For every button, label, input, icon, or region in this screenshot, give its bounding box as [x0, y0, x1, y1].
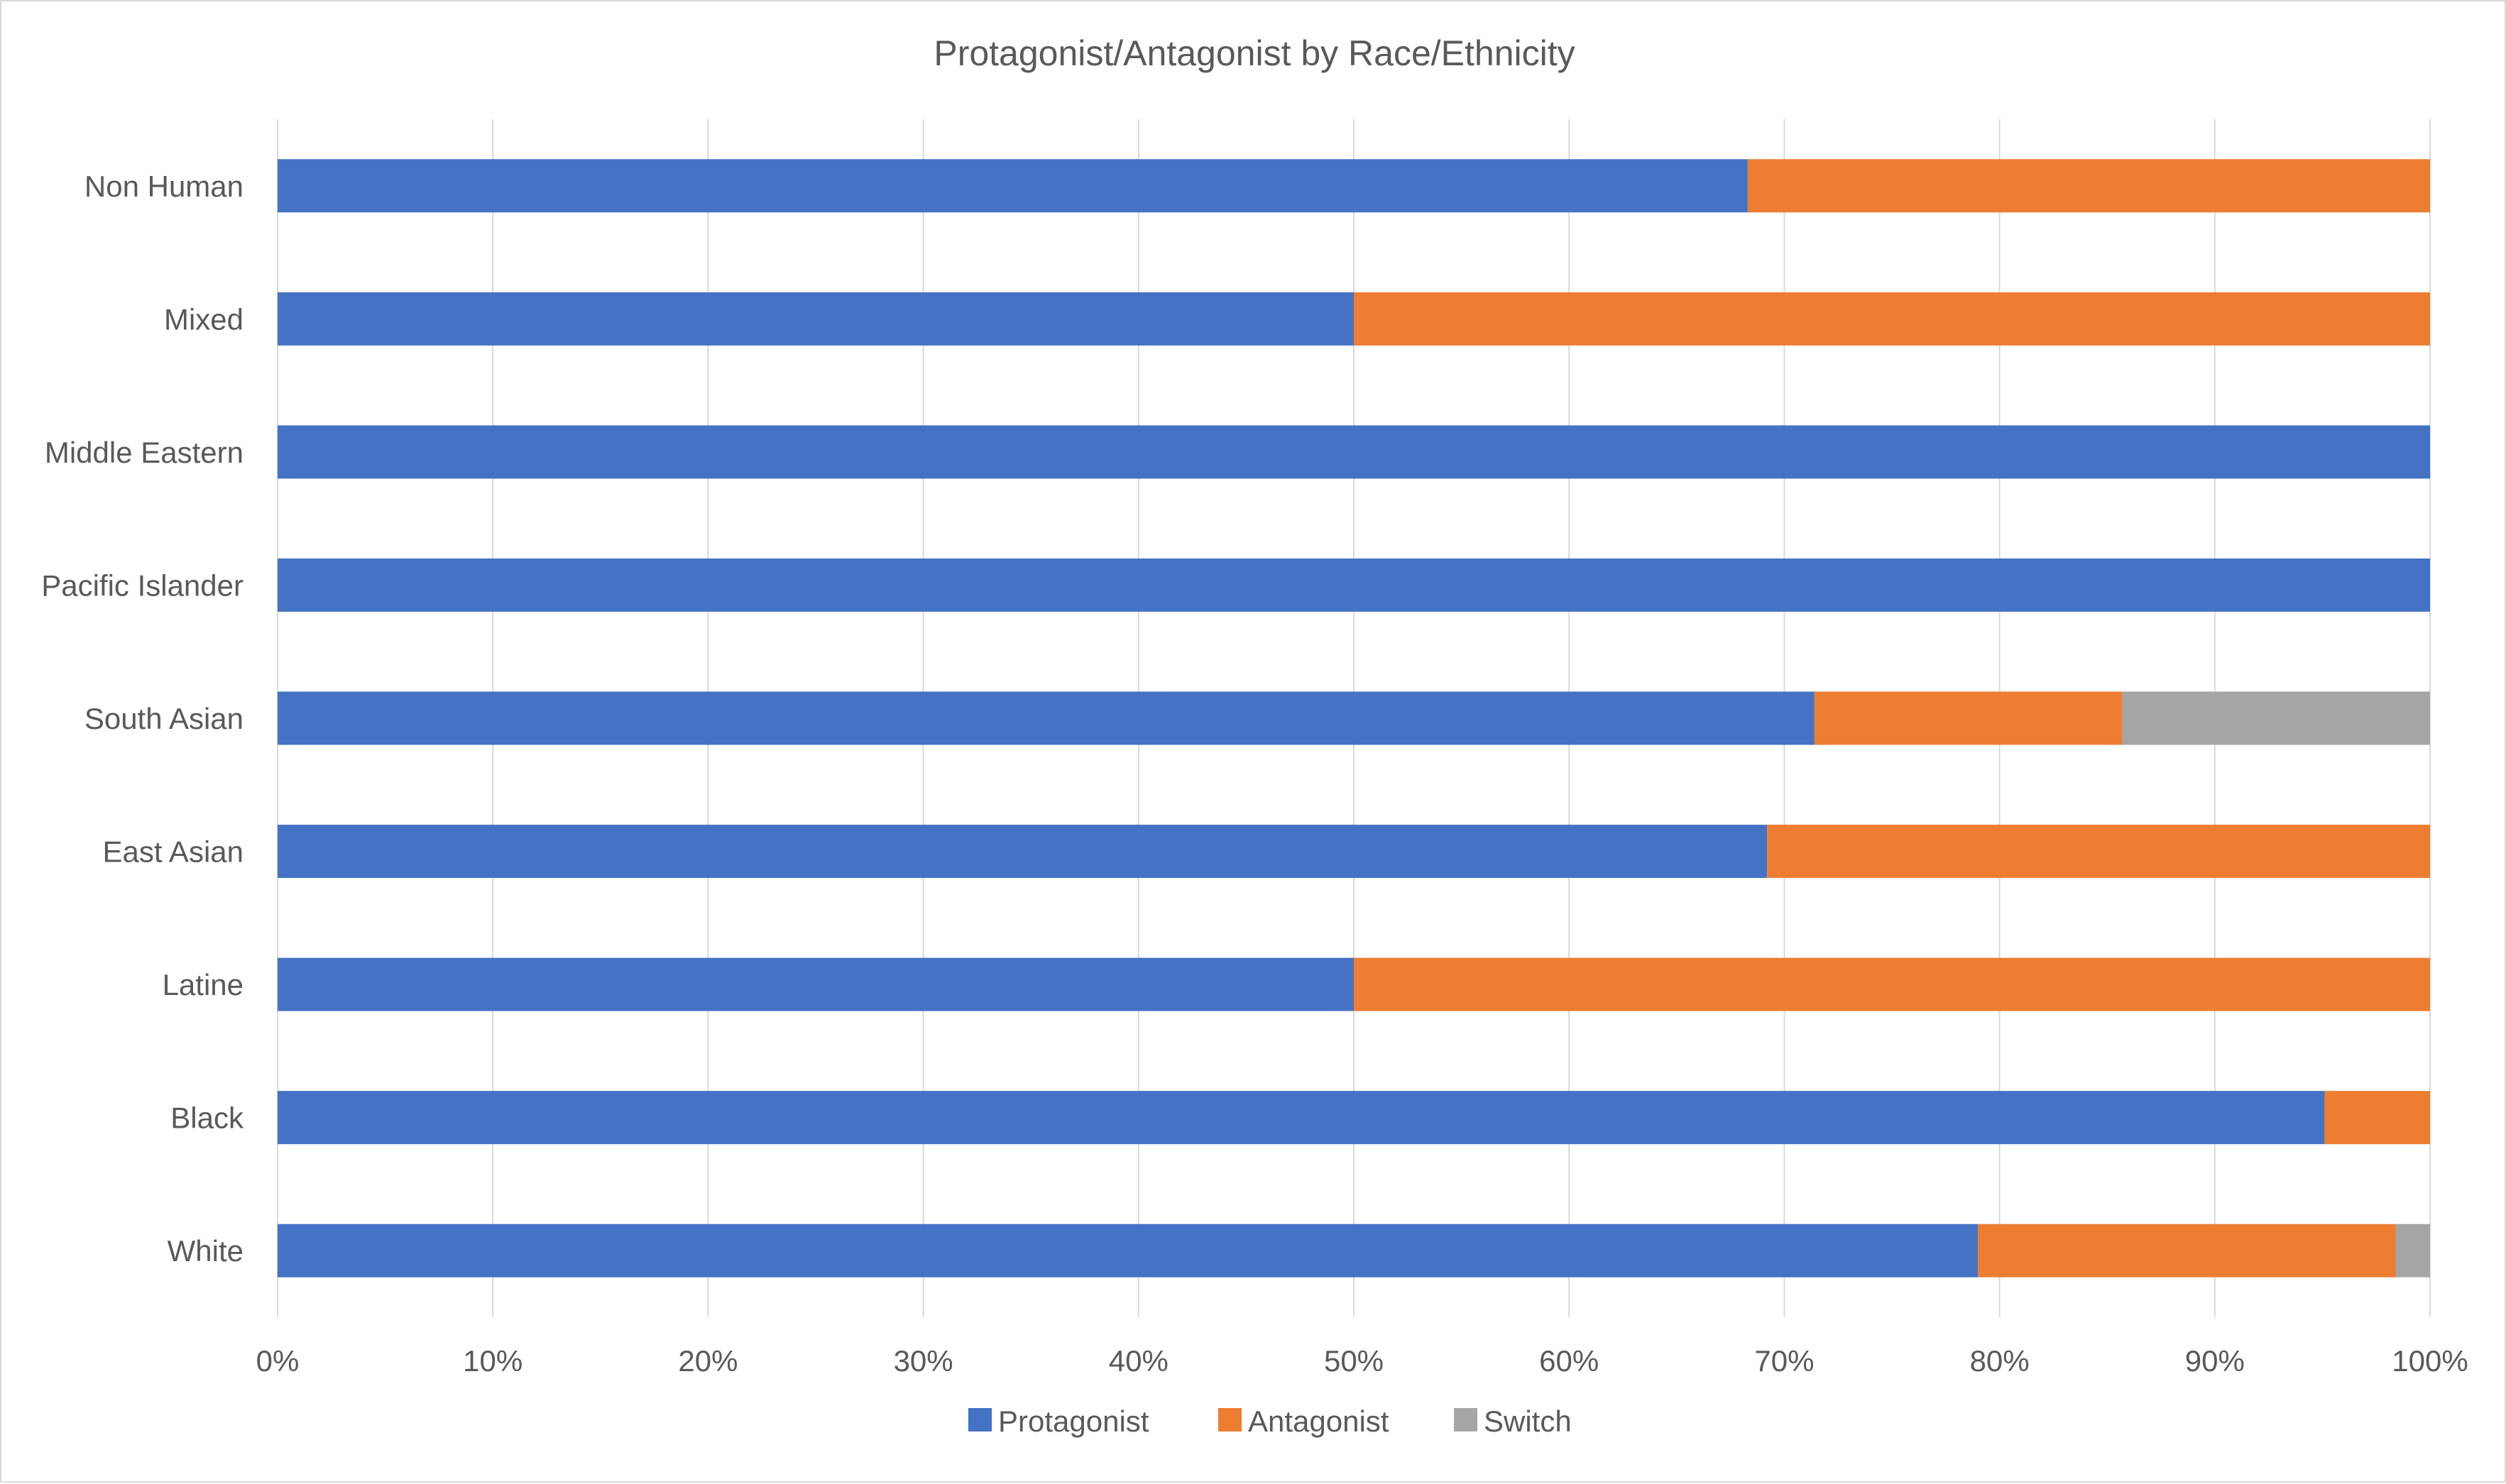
category-label: Mixed — [164, 302, 244, 336]
category-label: Latine — [163, 968, 244, 1001]
bar-white-switch — [2395, 1224, 2430, 1277]
x-tick-label: 40% — [1109, 1344, 1169, 1378]
bar-non-human-protagonist — [278, 159, 1748, 213]
bar-latine-protagonist — [278, 957, 1354, 1011]
legend: Protagonist Antagonist Switch — [968, 1405, 1572, 1438]
category-label: Pacific Islander — [41, 568, 244, 602]
category-label: White — [168, 1234, 244, 1268]
bar-south-asian-switch — [2122, 691, 2430, 745]
category-label: Non Human — [84, 170, 244, 203]
x-tick-label: 20% — [678, 1344, 738, 1378]
legend-label-antagonist: Antagonist — [1248, 1405, 1389, 1438]
category-label: East Asian — [103, 835, 244, 869]
bar-east-asian-protagonist — [278, 825, 1768, 879]
bar-white-protagonist — [278, 1224, 1979, 1277]
x-tick-label: 100% — [2392, 1344, 2468, 1378]
bar-mixed-antagonist — [1354, 292, 2430, 346]
x-tick-label: 60% — [1539, 1344, 1599, 1378]
x-tick-label: 80% — [1970, 1344, 2030, 1378]
x-tick-label: 0% — [256, 1344, 300, 1378]
category-label: Middle Eastern — [45, 436, 244, 469]
category-label: South Asian — [84, 702, 244, 735]
bar-non-human-antagonist — [1747, 159, 2430, 213]
category-labels: Non Human Mixed Middle Eastern Pacific Isla… — [41, 170, 244, 1268]
legend-label-protagonist: Protagonist — [998, 1405, 1149, 1438]
bar-south-asian-protagonist — [278, 691, 1815, 745]
bar-black-protagonist — [278, 1091, 2325, 1145]
bar-middle-eastern-protagonist — [278, 425, 2430, 479]
x-tick-label: 90% — [2185, 1344, 2245, 1378]
x-tick-label: 30% — [894, 1344, 953, 1378]
x-tick-label: 10% — [463, 1344, 522, 1378]
bar-south-asian-antagonist — [1814, 691, 2123, 745]
bar-black-antagonist — [2324, 1091, 2430, 1145]
legend-swatch-protagonist — [968, 1408, 992, 1431]
bar-white-antagonist — [1978, 1224, 2396, 1277]
x-axis-tick-labels: 0% 10% 20% 30% 40% 50% 60% 70% 80% 90% 100% — [256, 1344, 2468, 1378]
legend-label-switch: Switch — [1484, 1405, 1572, 1438]
bars — [278, 159, 2430, 1277]
bar-mixed-protagonist — [278, 292, 1354, 346]
legend-swatch-antagonist — [1218, 1408, 1242, 1431]
bar-latine-antagonist — [1354, 957, 2430, 1011]
category-label: Black — [170, 1101, 244, 1135]
bar-east-asian-antagonist — [1767, 825, 2430, 879]
chart-title: Protagonist/Antagonist by Race/Ethnicity — [934, 33, 1575, 73]
legend-swatch-switch — [1454, 1408, 1477, 1431]
x-tick-label: 50% — [1324, 1344, 1384, 1378]
x-tick-label: 70% — [1754, 1344, 1814, 1378]
bar-pacific-islander-protagonist — [278, 558, 2430, 612]
